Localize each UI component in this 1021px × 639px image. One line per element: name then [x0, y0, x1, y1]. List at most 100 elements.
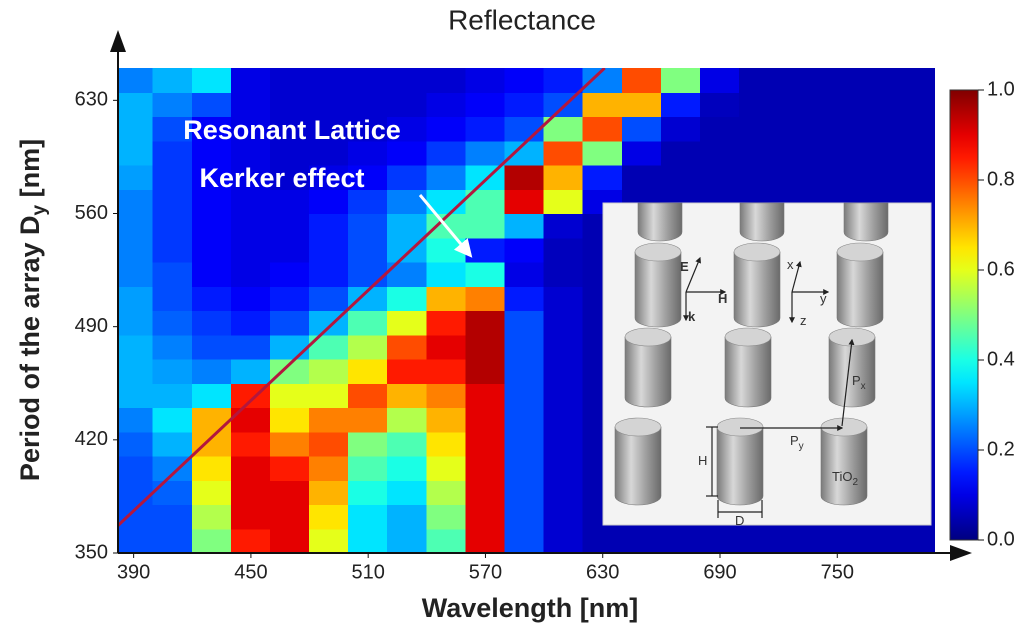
- heat-cell: [309, 407, 349, 432]
- heat-cell: [700, 92, 740, 117]
- heat-cell: [544, 237, 584, 262]
- heat-cell: [387, 213, 427, 238]
- heat-cell: [309, 92, 349, 117]
- heat-cell: [700, 116, 740, 141]
- heat-cell: [426, 165, 466, 190]
- heat-cell: [387, 383, 427, 408]
- heat-cell: [700, 165, 740, 190]
- heat-cell: [153, 431, 193, 456]
- heat-cell: [270, 286, 310, 311]
- heat-cell: [270, 310, 310, 335]
- heat-cell: [309, 68, 349, 93]
- heat-cell: [778, 68, 818, 93]
- heat-cell: [817, 92, 857, 117]
- heat-cell: [544, 407, 584, 432]
- heat-cell: [817, 140, 857, 165]
- heat-cell: [817, 528, 857, 553]
- cylinder-top: [717, 418, 763, 436]
- heat-cell: [231, 334, 271, 359]
- heat-cell: [661, 92, 701, 117]
- heat-cell: [309, 504, 349, 529]
- heat-cell: [895, 140, 935, 165]
- heat-cell: [465, 140, 505, 165]
- colorbar-tick-label: 0.6: [987, 258, 1015, 280]
- heat-cell: [778, 140, 818, 165]
- inset-label-part: H: [698, 453, 707, 468]
- heat-cell: [544, 334, 584, 359]
- colorbar-tick-label: 0.0: [987, 528, 1015, 550]
- heat-cell: [270, 407, 310, 432]
- heat-cell: [387, 528, 427, 553]
- heat-cell: [856, 92, 896, 117]
- cylinder: [734, 252, 780, 327]
- heat-cell: [231, 213, 271, 238]
- heat-cell: [387, 407, 427, 432]
- heat-cell: [231, 407, 271, 432]
- heat-cell: [465, 504, 505, 529]
- heat-cell: [114, 383, 154, 408]
- x-tick-label: 510: [351, 561, 384, 583]
- heat-cell: [309, 213, 349, 238]
- x-tick-label: 750: [821, 561, 854, 583]
- heat-cell: [348, 262, 388, 287]
- heat-cell: [114, 431, 154, 456]
- heat-cell: [544, 359, 584, 384]
- heat-cell: [661, 68, 701, 93]
- y-tick-label: 560: [75, 202, 108, 224]
- heat-cell: [387, 310, 427, 335]
- inset-label: x: [787, 257, 794, 272]
- heat-cell: [114, 262, 154, 287]
- heat-cell: [465, 334, 505, 359]
- heat-cell: [114, 407, 154, 432]
- x-tick-label: 630: [586, 561, 619, 583]
- colorbar-tick-label: 0.8: [987, 168, 1015, 190]
- heat-cell: [465, 237, 505, 262]
- heat-cell: [348, 68, 388, 93]
- x-axis-arrow: [950, 545, 972, 561]
- heat-cell: [270, 431, 310, 456]
- heat-cell: [544, 504, 584, 529]
- heat-cell: [544, 262, 584, 287]
- heat-cell: [544, 68, 584, 93]
- heat-cell: [544, 189, 584, 214]
- heat-cell: [231, 359, 271, 384]
- inset-label-part: D: [735, 513, 744, 528]
- inset-label-part: E: [680, 259, 689, 274]
- heat-cell: [895, 116, 935, 141]
- cylinder-top: [635, 243, 681, 261]
- y-axis-title: Period of the array Dy [nm]: [15, 139, 50, 481]
- x-tick-label: 390: [117, 561, 150, 583]
- heat-cell: [505, 189, 545, 214]
- heat-cell: [231, 237, 271, 262]
- heat-cell: [387, 286, 427, 311]
- heat-cell: [426, 504, 466, 529]
- inset: EHkxyzPxPyHDTiO2: [603, 203, 931, 528]
- heat-cell: [309, 286, 349, 311]
- y-tick-label: 350: [75, 541, 108, 563]
- heat-cell: [309, 456, 349, 481]
- cylinder: [837, 252, 883, 327]
- heat-cell: [465, 383, 505, 408]
- heat-cell: [622, 68, 662, 93]
- heat-cell: [387, 68, 427, 93]
- cylinder-top: [837, 243, 883, 261]
- heat-cell: [661, 116, 701, 141]
- heat-cell: [309, 431, 349, 456]
- heat-cell: [856, 140, 896, 165]
- heat-cell: [505, 237, 545, 262]
- heat-cell: [270, 213, 310, 238]
- heat-cell: [465, 359, 505, 384]
- heat-cell: [465, 407, 505, 432]
- heat-cell: [465, 431, 505, 456]
- heat-cell: [856, 68, 896, 93]
- heat-cell: [348, 431, 388, 456]
- heat-cell: [309, 528, 349, 553]
- y-tick-label: 630: [75, 89, 108, 111]
- heat-cell: [583, 528, 623, 553]
- heat-cell: [153, 310, 193, 335]
- heat-cell: [192, 431, 232, 456]
- heat-cell: [153, 383, 193, 408]
- heat-cell: [270, 262, 310, 287]
- heat-cell: [192, 262, 232, 287]
- heat-cell: [114, 528, 154, 553]
